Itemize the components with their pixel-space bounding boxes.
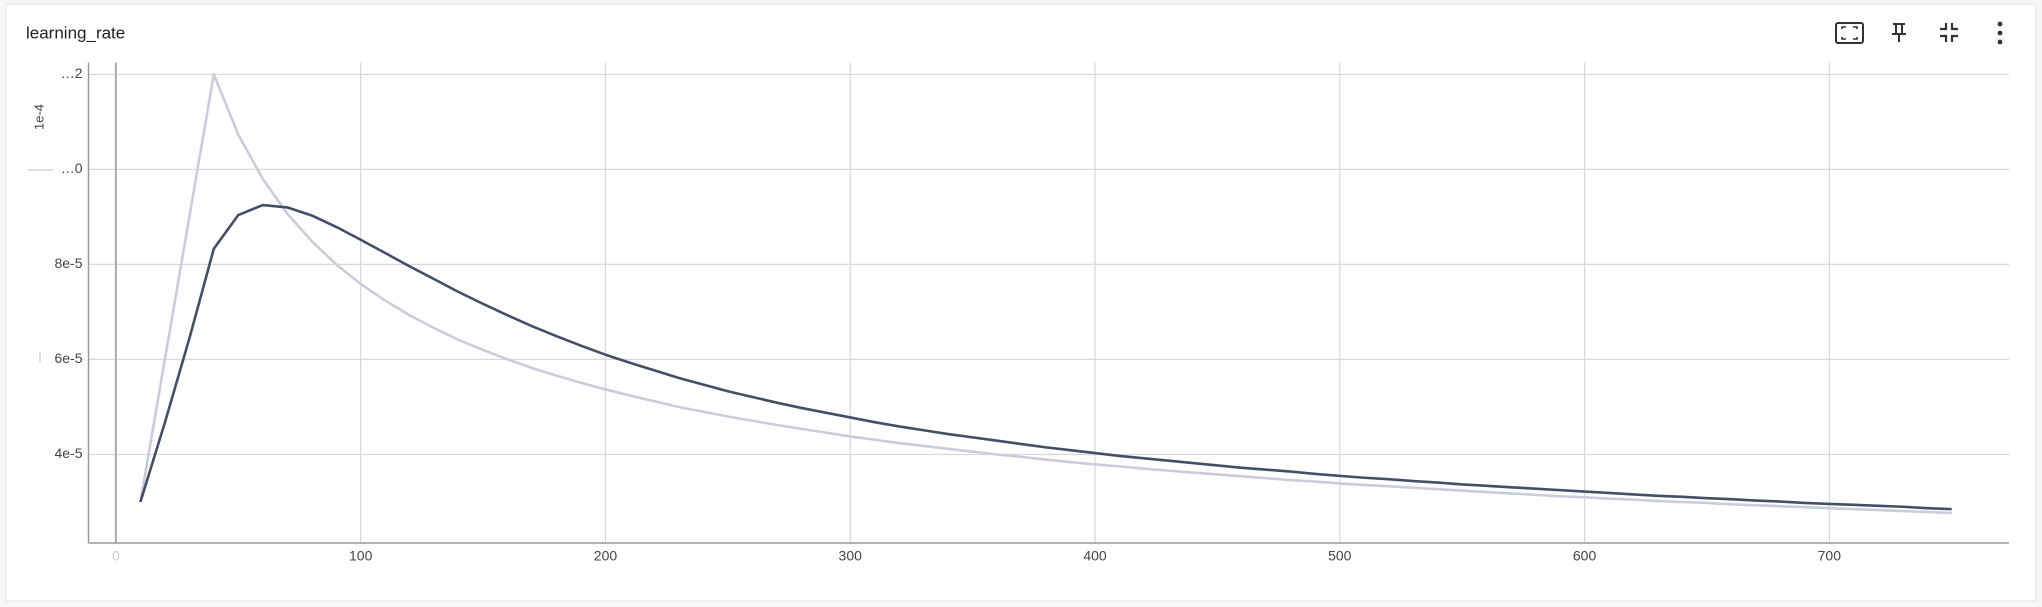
more-button[interactable] (1997, 21, 2003, 45)
plot-area (139, 73, 1952, 515)
y-axis-label: 1e-4 (31, 104, 46, 130)
card (5, 3, 2037, 602)
x-tick-label: 0 (112, 548, 120, 564)
x-tick-label: 700 (1818, 548, 1842, 564)
chart-title: learning_rate (26, 23, 125, 42)
fit-domain-button[interactable] (1835, 22, 1864, 44)
y-tick-label: …0 (61, 160, 83, 176)
pin-button[interactable] (1892, 23, 1906, 42)
y-tick-label: 6e-5 (54, 350, 82, 366)
x-tick-label: 600 (1573, 548, 1597, 564)
line-series (139, 73, 1952, 515)
x-tick-label: 300 (839, 548, 863, 564)
x-tick-label: 500 (1328, 548, 1352, 564)
y-tick-label: …2 (61, 65, 83, 81)
x-tick-label: 200 (594, 548, 618, 564)
collapse-button[interactable] (1940, 23, 1958, 42)
y-tick-label: 8e-5 (54, 255, 82, 271)
x-tick-label: 100 (349, 548, 373, 564)
line-series (139, 203, 1952, 511)
y-tick-label: 4e-5 (54, 445, 82, 461)
x-tick-label: 400 (1083, 548, 1107, 564)
